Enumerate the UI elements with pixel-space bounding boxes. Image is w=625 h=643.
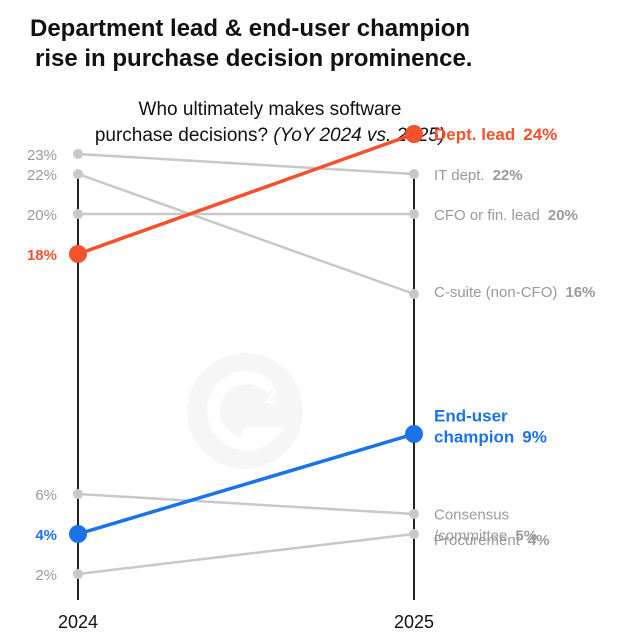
chart-title-line-2: rise in purchase decision prominence. xyxy=(35,45,473,72)
left-value-label-end-user-champion: 4% xyxy=(35,527,57,544)
point-2024-end-user-champion xyxy=(69,525,87,543)
point-2024-consensus-committee xyxy=(73,489,83,499)
left-value-label-it-dept: 23% xyxy=(27,147,57,164)
series-name-label-dept-lead: Dept. lead 24% xyxy=(434,125,557,144)
series-name-label-consensus-committee-1: Consensus xyxy=(434,507,509,524)
right-value-label-procurement: 4% xyxy=(528,532,550,549)
left-value-label-procurement: 2% xyxy=(35,567,57,584)
left-value-label-c-suite-non-cfo: 22% xyxy=(27,167,57,184)
series-procurement: 2% Procurement 4% xyxy=(35,529,550,584)
series-it-dept: 23% IT dept. 22% xyxy=(27,147,523,184)
point-2025-it-dept xyxy=(409,169,419,179)
series-name-label-it-dept: IT dept. 22% xyxy=(434,167,523,184)
series-name-label-c-suite-non-cfo: C-suite (non-CFO) 16% xyxy=(434,284,595,301)
series-name-label-cfo-or-fin-lead: CFO or fin. lead 20% xyxy=(434,207,578,224)
series-name-label-procurement: Procurement 4% xyxy=(434,532,550,549)
point-2025-end-user-champion xyxy=(405,425,423,443)
point-2025-cfo-or-fin-lead xyxy=(409,209,419,219)
series-line-procurement xyxy=(77,532,415,576)
svg-text:2: 2 xyxy=(265,383,277,408)
x-axis-label-2025: 2025 xyxy=(394,612,434,632)
right-value-label-c-suite-non-cfo: 16% xyxy=(565,284,595,301)
chart-subtitle-period: (YoY 2024 vs. 2025) xyxy=(273,125,446,146)
point-2024-cfo-or-fin-lead xyxy=(73,209,83,219)
series-line-dept-lead xyxy=(77,132,415,256)
right-value-label-end-user-champion: 9% xyxy=(522,428,547,447)
chart-title-line-1: Department lead & end-user champion xyxy=(30,15,471,42)
left-value-label-cfo-or-fin-lead: 20% xyxy=(27,207,57,224)
right-value-label-cfo-or-fin-lead: 20% xyxy=(548,207,578,224)
g2-watermark-logo: 2 xyxy=(187,353,303,469)
series-name-label-end-user-champion-2: champion 9% xyxy=(434,428,547,447)
chart-subtitle-line-1: Who ultimately makes software xyxy=(138,99,402,120)
series-layer: 23%IT dept. 22%20% CFO or fin. lead 20%22%C… xyxy=(27,125,595,584)
series-line-consensus-committee xyxy=(77,492,415,516)
series-line-c-suite-non-cfo xyxy=(77,172,415,296)
x-axis-label-2024: 2024 xyxy=(58,612,98,632)
left-value-label-dept-lead: 18% xyxy=(27,247,57,264)
right-value-label-consensus-committee: 5% xyxy=(515,528,537,545)
point-2025-procurement xyxy=(409,529,419,539)
right-value-label-it-dept: 22% xyxy=(493,167,523,184)
left-value-label-consensus-committee: 6% xyxy=(35,487,57,504)
series-line-it-dept xyxy=(77,152,415,176)
point-2024-dept-lead xyxy=(69,245,87,263)
point-2024-procurement xyxy=(73,569,83,579)
chart-title: Department lead & end-user champion rise… xyxy=(30,14,590,74)
series-dept-lead: 18% Dept. lead 24% xyxy=(27,125,557,264)
series-line-end-user-champion xyxy=(77,432,415,536)
chart-subtitle-line-2: purchase decisions? (YoY 2024 vs. 2025) xyxy=(40,123,500,149)
point-2024-it-dept xyxy=(73,149,83,159)
series-cfo-or-fin-lead: 20% CFO or fin. lead 20% xyxy=(27,207,578,224)
point-2025-consensus-committee xyxy=(409,509,419,519)
point-2025-dept-lead xyxy=(405,125,423,143)
right-value-label-dept-lead: 24% xyxy=(523,125,557,144)
point-2025-c-suite-non-cfo xyxy=(409,289,419,299)
chart-subtitle: Who ultimately makes software purchase d… xyxy=(40,97,500,149)
chart-subtitle-question: purchase decisions? xyxy=(94,125,274,146)
point-2024-c-suite-non-cfo xyxy=(73,169,83,179)
series-name-label-end-user-champion-1: End-user xyxy=(434,407,508,426)
series-c-suite-non-cfo: 22% C-suite (non-CFO) 16% xyxy=(27,167,595,301)
